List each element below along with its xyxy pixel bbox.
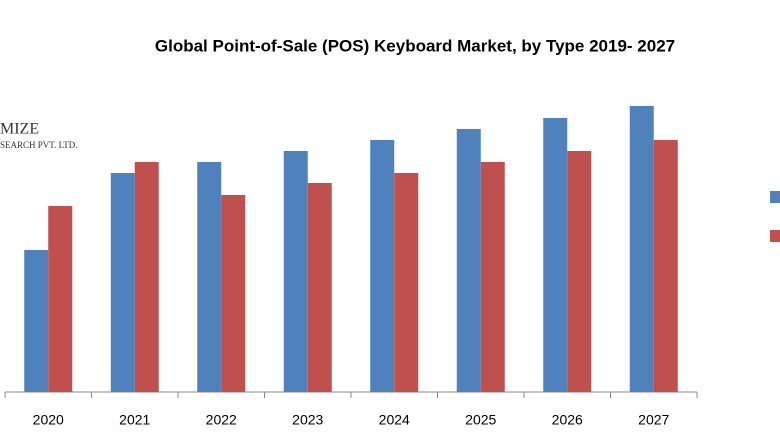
bar [480,162,505,392]
x-tick-label: 2021 [119,412,150,428]
x-tick-label: 2027 [638,412,669,428]
legend-swatch [770,191,780,203]
bar [221,195,246,392]
bar [283,151,308,392]
watermark: MIZE [0,121,39,138]
bar [653,140,678,392]
x-tick-label: 2024 [379,412,410,428]
bar [48,206,73,392]
bar [456,129,481,392]
bar [134,162,159,392]
x-tick-label: 2022 [206,412,237,428]
legend-swatch [770,230,780,242]
bar [197,162,222,392]
bar [543,118,568,392]
x-tick-label: 2025 [465,412,496,428]
watermark: SEARCH PVT. LTD. [0,140,78,150]
x-tick-label: 2020 [33,412,64,428]
bar [307,183,332,392]
bar [629,106,654,392]
bar [394,173,419,392]
bar [24,250,49,392]
chart-title: Global Point-of-Sale (POS) Keyboard Mark… [155,36,675,55]
x-tick-label: 2026 [552,412,583,428]
bar [370,140,395,392]
bar [110,173,135,392]
bar [567,151,592,392]
x-tick-label: 2023 [292,412,323,428]
